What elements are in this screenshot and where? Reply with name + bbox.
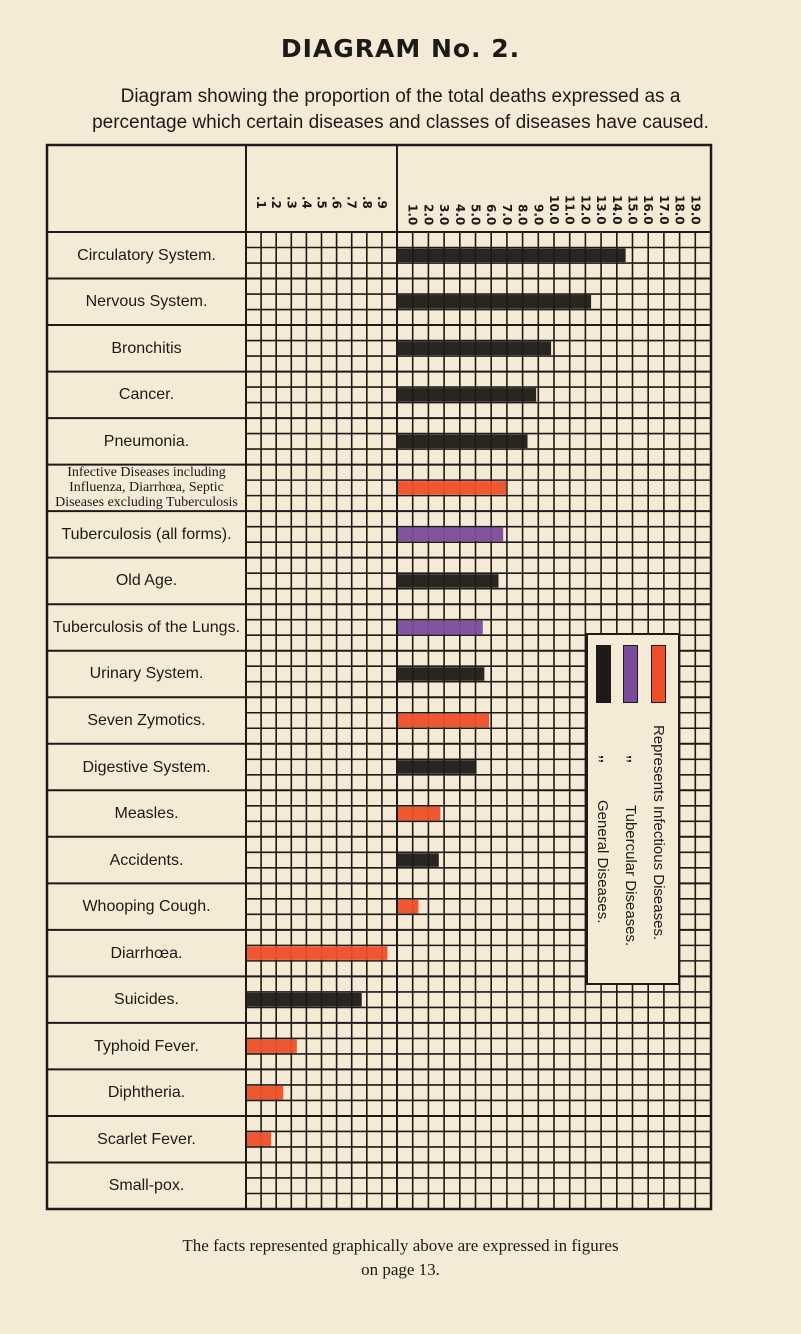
tick-label: 4.0 bbox=[452, 203, 467, 225]
legend-ditto-general: ,, bbox=[598, 755, 614, 763]
row-label: Scarlet Fever. bbox=[97, 1130, 196, 1148]
row-label: Measles. bbox=[114, 805, 179, 823]
row-label: Nervous System. bbox=[85, 293, 208, 311]
row-label: Cancer. bbox=[118, 386, 175, 404]
tick-label: 8.0 bbox=[515, 203, 530, 225]
tick-label: 16.0 bbox=[641, 195, 656, 225]
bar-general bbox=[398, 667, 485, 681]
row-label: Infective Diseases including Influenza, … bbox=[55, 465, 238, 511]
tick-label: 12.0 bbox=[578, 195, 593, 225]
row-label: Accidents. bbox=[109, 851, 184, 869]
row-label: Digestive System. bbox=[82, 758, 211, 776]
row-label: Small-pox. bbox=[108, 1177, 185, 1195]
tick-label: .8 bbox=[359, 196, 374, 209]
subtitle-line-1: Diagram showing the proportion of the to… bbox=[120, 86, 681, 107]
subtitle-line-2: percentage which certain diseases and cl… bbox=[92, 112, 709, 133]
bar-general bbox=[398, 574, 499, 588]
tick-label: 1.0 bbox=[405, 203, 420, 225]
legend-label-tubercular: Tubercular Diseases. bbox=[622, 805, 639, 947]
row-label: Tuberculosis of the Lungs. bbox=[52, 618, 241, 636]
bar-general bbox=[398, 295, 592, 309]
tick-label: 5.0 bbox=[468, 203, 483, 225]
tick-label: .5 bbox=[314, 196, 329, 209]
legend-label-infectious: Represents Infectious Diseases. bbox=[650, 725, 667, 941]
bar-infectious bbox=[247, 946, 388, 960]
legend-swatch-general bbox=[596, 645, 611, 703]
bar-general bbox=[398, 248, 626, 263]
chart-frame bbox=[45, 143, 713, 1211]
row-label: Whooping Cough. bbox=[82, 898, 211, 916]
row-label: Seven Zymotics. bbox=[87, 711, 206, 729]
bar-infectious bbox=[247, 1039, 297, 1053]
tick-label: 18.0 bbox=[672, 195, 687, 225]
tick-label: 17.0 bbox=[656, 195, 671, 225]
bar-infectious bbox=[247, 1085, 284, 1100]
tick-label: 11.0 bbox=[562, 195, 577, 225]
tick-label: .2 bbox=[269, 196, 284, 209]
footer-line-1: The facts represented graphically above … bbox=[182, 1236, 619, 1255]
row-label: Pneumonia. bbox=[103, 432, 190, 450]
legend: Represents Infectious Diseases. ,, Tuber… bbox=[586, 633, 680, 985]
bar-infectious bbox=[398, 806, 441, 821]
tick-label: 14.0 bbox=[609, 195, 624, 225]
tick-label: .3 bbox=[284, 196, 299, 209]
bar-general bbox=[398, 341, 552, 356]
row-label: Urinary System. bbox=[89, 665, 204, 683]
row-label: Old Age. bbox=[115, 572, 178, 590]
tick-label: .9 bbox=[374, 196, 389, 209]
tick-label: .6 bbox=[329, 196, 344, 209]
bar-tubercular bbox=[398, 527, 504, 542]
tick-label: .4 bbox=[299, 196, 314, 209]
bar-general bbox=[247, 992, 362, 1007]
row-label: Bronchitis bbox=[111, 339, 182, 357]
row-label: Typhoid Fever. bbox=[94, 1037, 199, 1055]
tick-label: 7.0 bbox=[499, 203, 514, 225]
bar-infectious bbox=[398, 481, 507, 495]
legend-label-general: General Diseases. bbox=[594, 800, 611, 924]
bar-general bbox=[398, 853, 439, 867]
tick-label: 2.0 bbox=[421, 203, 436, 225]
footer-line-2: on page 13. bbox=[361, 1260, 440, 1279]
bar-infectious bbox=[398, 713, 490, 728]
tick-label: 19.0 bbox=[688, 195, 703, 225]
row-label: Diphtheria. bbox=[107, 1084, 186, 1102]
tick-label: 10.0 bbox=[547, 195, 561, 225]
bar-tubercular bbox=[398, 620, 483, 635]
tick-label: 13.0 bbox=[594, 195, 609, 225]
row-label: Tuberculosis (all forms). bbox=[61, 525, 232, 543]
tick-label: 6.0 bbox=[484, 203, 499, 225]
tick-label: 15.0 bbox=[625, 195, 640, 225]
row-label: Suicides. bbox=[114, 991, 179, 1009]
legend-swatch-tubercular bbox=[623, 645, 638, 703]
tick-label: .7 bbox=[344, 196, 359, 209]
row-label: Circulatory System. bbox=[77, 246, 216, 264]
diagram-title: DIAGRAM No. 2. bbox=[280, 34, 521, 63]
bar-infectious bbox=[247, 1132, 272, 1146]
bar-general bbox=[398, 388, 537, 402]
legend-swatch-infectious bbox=[651, 645, 666, 703]
bar-general bbox=[398, 760, 477, 774]
bar-infectious bbox=[398, 899, 419, 914]
tick-label: 3.0 bbox=[437, 203, 452, 225]
tick-label: .1 bbox=[254, 196, 269, 209]
bar-general bbox=[398, 434, 528, 449]
legend-ditto-tubercular: ,, bbox=[626, 755, 642, 763]
tick-label: 9.0 bbox=[531, 203, 546, 225]
row-label: Diarrhœa. bbox=[110, 944, 183, 962]
